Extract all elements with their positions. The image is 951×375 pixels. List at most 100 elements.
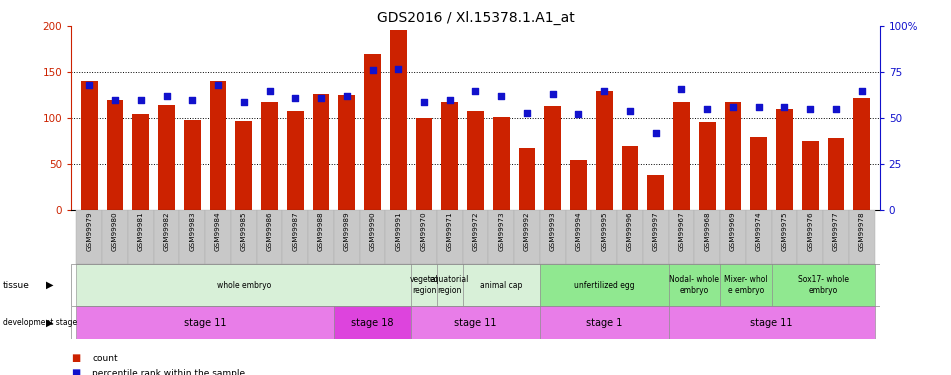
Point <box>288 95 303 101</box>
Bar <box>76 210 102 264</box>
Text: GSM99996: GSM99996 <box>627 211 633 251</box>
Bar <box>102 210 128 264</box>
Bar <box>853 98 870 210</box>
Bar <box>180 210 205 264</box>
Text: stage 11: stage 11 <box>750 318 793 327</box>
Bar <box>673 102 689 210</box>
Bar <box>648 175 664 210</box>
Bar <box>437 264 462 306</box>
Text: GSM99992: GSM99992 <box>524 211 530 251</box>
Bar <box>699 122 715 210</box>
Point <box>82 82 97 88</box>
Text: GSM99986: GSM99986 <box>266 211 273 251</box>
Bar <box>827 138 844 210</box>
Bar <box>81 81 98 210</box>
Bar <box>720 210 746 264</box>
Bar <box>339 95 355 210</box>
Bar <box>771 264 875 306</box>
Text: ■: ■ <box>71 353 81 363</box>
Point <box>545 91 560 97</box>
Text: unfertilized egg: unfertilized egg <box>573 280 634 290</box>
Point <box>365 68 380 74</box>
Text: GSM99989: GSM99989 <box>343 211 350 251</box>
Text: count: count <box>92 354 118 363</box>
Bar <box>462 264 540 306</box>
Text: GSM99985: GSM99985 <box>241 211 247 251</box>
Bar <box>334 210 359 264</box>
Point <box>777 104 792 110</box>
Point <box>803 106 818 112</box>
Bar <box>231 210 257 264</box>
Text: GSM99968: GSM99968 <box>704 211 710 251</box>
Bar <box>308 210 334 264</box>
Text: stage 18: stage 18 <box>351 318 394 327</box>
Text: GSM99976: GSM99976 <box>807 211 813 251</box>
Text: stage 1: stage 1 <box>586 318 622 327</box>
Bar <box>411 264 437 306</box>
Text: GSM99987: GSM99987 <box>292 211 299 251</box>
Bar <box>313 94 329 210</box>
Point <box>468 88 483 94</box>
Text: development stage: development stage <box>3 318 77 327</box>
Bar <box>128 210 154 264</box>
Bar <box>385 210 411 264</box>
Bar <box>236 121 252 210</box>
Bar <box>592 210 617 264</box>
Point <box>262 88 277 94</box>
Point <box>854 88 869 94</box>
Text: whole embryo: whole embryo <box>217 280 271 290</box>
Text: GSM99967: GSM99967 <box>678 211 685 251</box>
Bar <box>518 148 535 210</box>
Text: tissue: tissue <box>3 280 29 290</box>
Bar <box>76 306 334 339</box>
Text: GSM99977: GSM99977 <box>833 211 839 251</box>
Bar <box>802 141 819 210</box>
Bar <box>467 111 484 210</box>
Bar <box>849 210 875 264</box>
Bar <box>262 102 278 210</box>
Bar <box>287 111 303 210</box>
Bar <box>570 160 587 210</box>
Bar <box>669 306 875 339</box>
Bar <box>210 81 226 210</box>
Bar <box>694 210 720 264</box>
Text: GSM99990: GSM99990 <box>370 211 376 251</box>
Text: Sox17- whole
embryo: Sox17- whole embryo <box>798 275 848 295</box>
Text: GSM99970: GSM99970 <box>421 211 427 251</box>
Point <box>828 106 844 112</box>
Bar <box>364 54 381 210</box>
Bar <box>746 210 771 264</box>
Bar <box>441 102 458 210</box>
Point <box>442 97 457 103</box>
Text: ▶: ▶ <box>46 280 53 290</box>
Text: Mixer- whol
e embryo: Mixer- whol e embryo <box>724 275 767 295</box>
Bar <box>282 210 308 264</box>
Bar <box>416 118 433 210</box>
Point <box>622 108 637 114</box>
Bar <box>720 264 771 306</box>
Bar <box>540 264 669 306</box>
Text: GSM99972: GSM99972 <box>473 211 478 251</box>
Bar <box>462 210 489 264</box>
Text: GSM99980: GSM99980 <box>112 211 118 251</box>
Bar <box>158 105 175 210</box>
Text: GSM99969: GSM99969 <box>730 211 736 251</box>
Bar <box>823 210 849 264</box>
Point <box>494 93 509 99</box>
Text: GSM99981: GSM99981 <box>138 211 144 251</box>
Text: vegetal
region: vegetal region <box>410 275 438 295</box>
Point <box>700 106 715 112</box>
Text: ▶: ▶ <box>46 318 53 327</box>
Bar <box>776 109 793 210</box>
Text: GSM99975: GSM99975 <box>782 211 787 251</box>
Point <box>184 97 200 103</box>
Text: percentile rank within the sample: percentile rank within the sample <box>92 369 245 375</box>
Bar <box>596 91 612 210</box>
Text: ■: ■ <box>71 368 81 375</box>
Text: GSM99974: GSM99974 <box>756 211 762 251</box>
Bar <box>540 210 566 264</box>
Point <box>648 130 663 136</box>
Point <box>133 97 148 103</box>
Text: GSM99988: GSM99988 <box>318 211 324 251</box>
Text: equatorial
region: equatorial region <box>430 275 470 295</box>
